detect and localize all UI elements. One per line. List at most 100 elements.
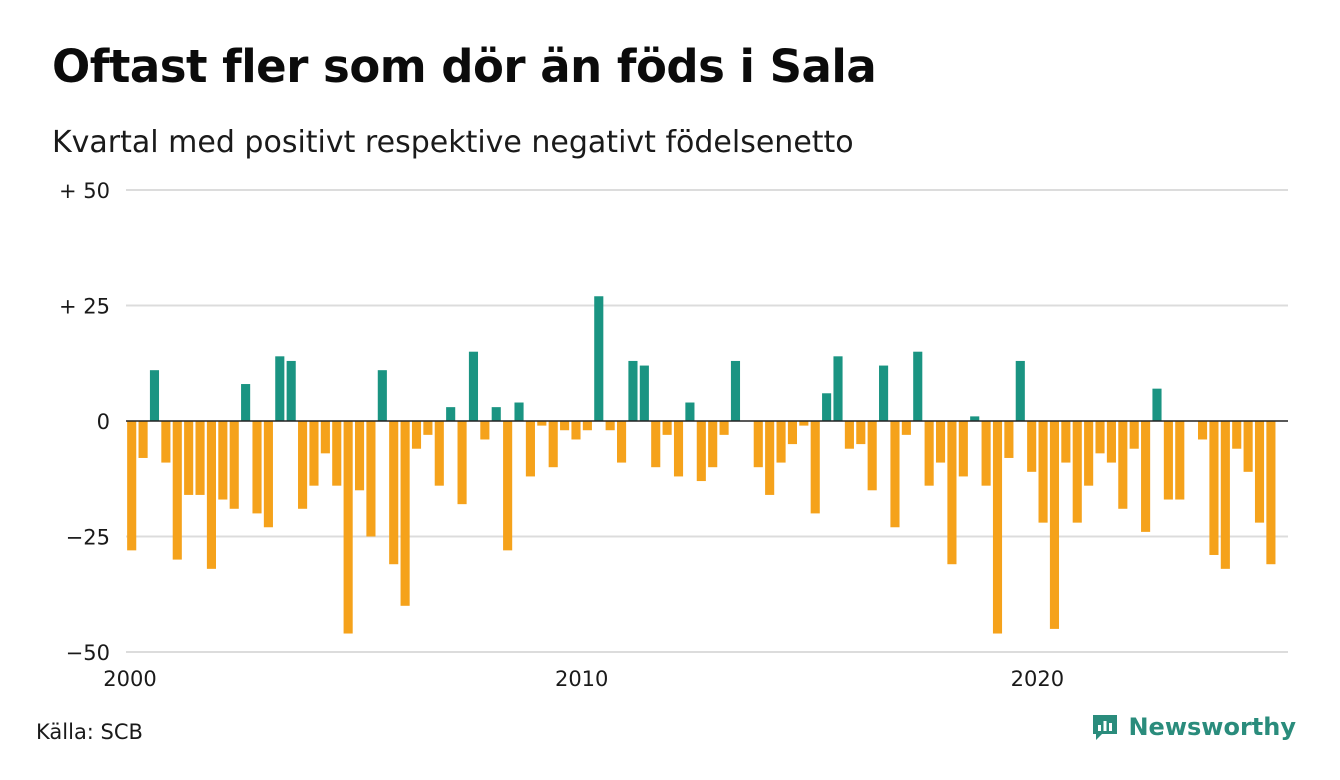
bar xyxy=(890,421,900,528)
y-tick-label: 0 xyxy=(97,410,110,434)
bar xyxy=(195,421,205,495)
bar xyxy=(696,421,706,482)
bar xyxy=(571,421,581,440)
bar xyxy=(1141,421,1151,532)
bar xyxy=(617,421,627,463)
bar xyxy=(787,421,797,445)
bar xyxy=(1038,421,1048,523)
bar xyxy=(1015,360,1025,421)
source-note: Källa: SCB xyxy=(36,720,143,744)
bar xyxy=(605,421,615,431)
bar xyxy=(1209,421,1219,555)
bar xyxy=(753,421,763,468)
x-tick-label: 2010 xyxy=(555,667,608,691)
bar xyxy=(127,421,137,551)
bar xyxy=(149,370,160,421)
bar xyxy=(468,351,479,421)
bar xyxy=(673,421,684,477)
bar xyxy=(822,393,832,421)
bar xyxy=(275,356,285,421)
bar xyxy=(685,402,695,421)
bar xyxy=(730,360,741,421)
bar xyxy=(1232,421,1242,449)
bar xyxy=(252,421,262,514)
bar xyxy=(1106,421,1116,463)
bar xyxy=(708,421,718,468)
bar xyxy=(354,421,365,491)
bar xyxy=(935,421,946,463)
bar xyxy=(514,402,524,421)
bar xyxy=(1163,421,1173,500)
bar xyxy=(138,421,148,458)
bar xyxy=(1049,421,1060,629)
bar xyxy=(719,421,729,435)
bar xyxy=(1198,421,1208,440)
bar xyxy=(1072,421,1082,523)
bar xyxy=(1220,421,1230,569)
bar xyxy=(1243,421,1253,472)
bar xyxy=(218,421,228,500)
x-tick-label: 2020 xyxy=(1011,667,1064,691)
bar xyxy=(389,421,399,565)
y-tick-label: + 50 xyxy=(59,179,110,203)
bar xyxy=(286,360,296,421)
bar xyxy=(503,421,513,551)
grid-lines xyxy=(126,189,1288,653)
bar xyxy=(1027,421,1037,472)
bar xyxy=(537,421,547,426)
bar xyxy=(206,421,216,569)
x-tick-label: 2000 xyxy=(103,667,156,691)
bar xyxy=(651,421,661,468)
chart-title: Oftast fler som dör än föds i Sala xyxy=(52,40,877,93)
bar xyxy=(1129,421,1139,449)
bar xyxy=(184,421,194,495)
y-tick-label: + 25 xyxy=(59,295,110,319)
bar xyxy=(229,421,239,509)
bar xyxy=(1152,388,1162,421)
bar xyxy=(856,421,866,445)
bar xyxy=(662,421,672,435)
bar xyxy=(810,421,820,514)
bar xyxy=(161,421,171,463)
bar xyxy=(400,421,410,606)
bar xyxy=(491,407,501,421)
bar xyxy=(434,421,444,486)
bar xyxy=(594,296,604,421)
bars xyxy=(127,296,1276,634)
bar xyxy=(560,421,570,431)
bar xyxy=(1175,421,1185,500)
bar xyxy=(924,421,934,486)
bar xyxy=(263,421,273,528)
bar xyxy=(799,421,809,426)
bar xyxy=(992,421,1003,634)
bar xyxy=(298,421,308,509)
bar xyxy=(1254,421,1265,523)
bar xyxy=(1095,421,1105,454)
bar xyxy=(833,356,843,421)
bar xyxy=(1266,421,1276,565)
bar xyxy=(1004,421,1014,458)
y-tick-label: −25 xyxy=(66,526,110,550)
newsworthy-logo-icon xyxy=(1093,715,1118,740)
bar xyxy=(411,421,422,449)
bar xyxy=(901,421,911,435)
bar xyxy=(446,407,456,421)
bar xyxy=(320,421,330,454)
bar xyxy=(377,370,387,421)
bar xyxy=(332,421,342,486)
bar xyxy=(480,421,490,440)
bar xyxy=(343,421,353,634)
bar xyxy=(867,421,877,491)
bar xyxy=(457,421,467,505)
bar xyxy=(947,421,957,565)
bar xyxy=(776,421,786,463)
bar xyxy=(970,416,980,421)
bar xyxy=(241,384,251,421)
bar xyxy=(548,421,558,468)
bar xyxy=(639,365,649,421)
bar xyxy=(1061,421,1071,463)
bar xyxy=(844,421,854,449)
bar xyxy=(1118,421,1128,509)
